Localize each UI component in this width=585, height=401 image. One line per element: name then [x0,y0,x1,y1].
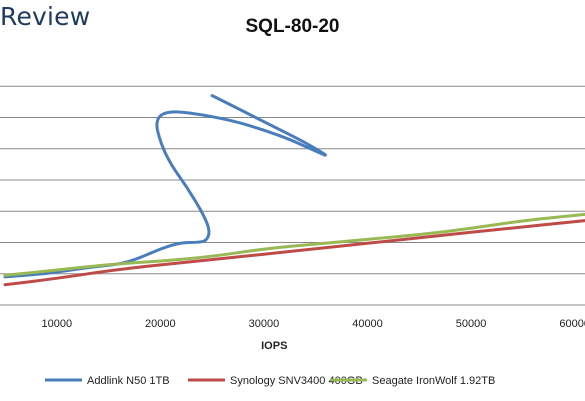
x-tick-labels: 10000 20000 30000 40000 50000 60000 [41,318,585,330]
x-tick-label: 50000 [456,318,487,330]
series-line-1 [3,94,327,279]
series-line-2 [3,219,585,287]
x-tick-label: 10000 [41,318,72,330]
legend-label: Addlink N50 1TB [87,375,170,387]
series-lines [3,94,585,287]
x-tick-label: 30000 [249,318,280,330]
site-logo-text: Review [0,2,91,31]
x-axis-label: IOPS [261,340,287,352]
legend-label: Synology SNV3400 400GB [230,375,363,387]
legend-label: Seagate IronWolf 1.92TB [372,375,495,387]
legend: Addlink N50 1TB Synology SNV3400 400GB Sea… [45,375,495,387]
chart-title: SQL-80-20 [245,16,340,37]
x-tick-label: 20000 [145,318,176,330]
x-tick-label: 60000 [559,318,585,330]
x-tick-label: 40000 [352,318,383,330]
gridlines [0,85,585,306]
series-line-3 [3,212,585,277]
